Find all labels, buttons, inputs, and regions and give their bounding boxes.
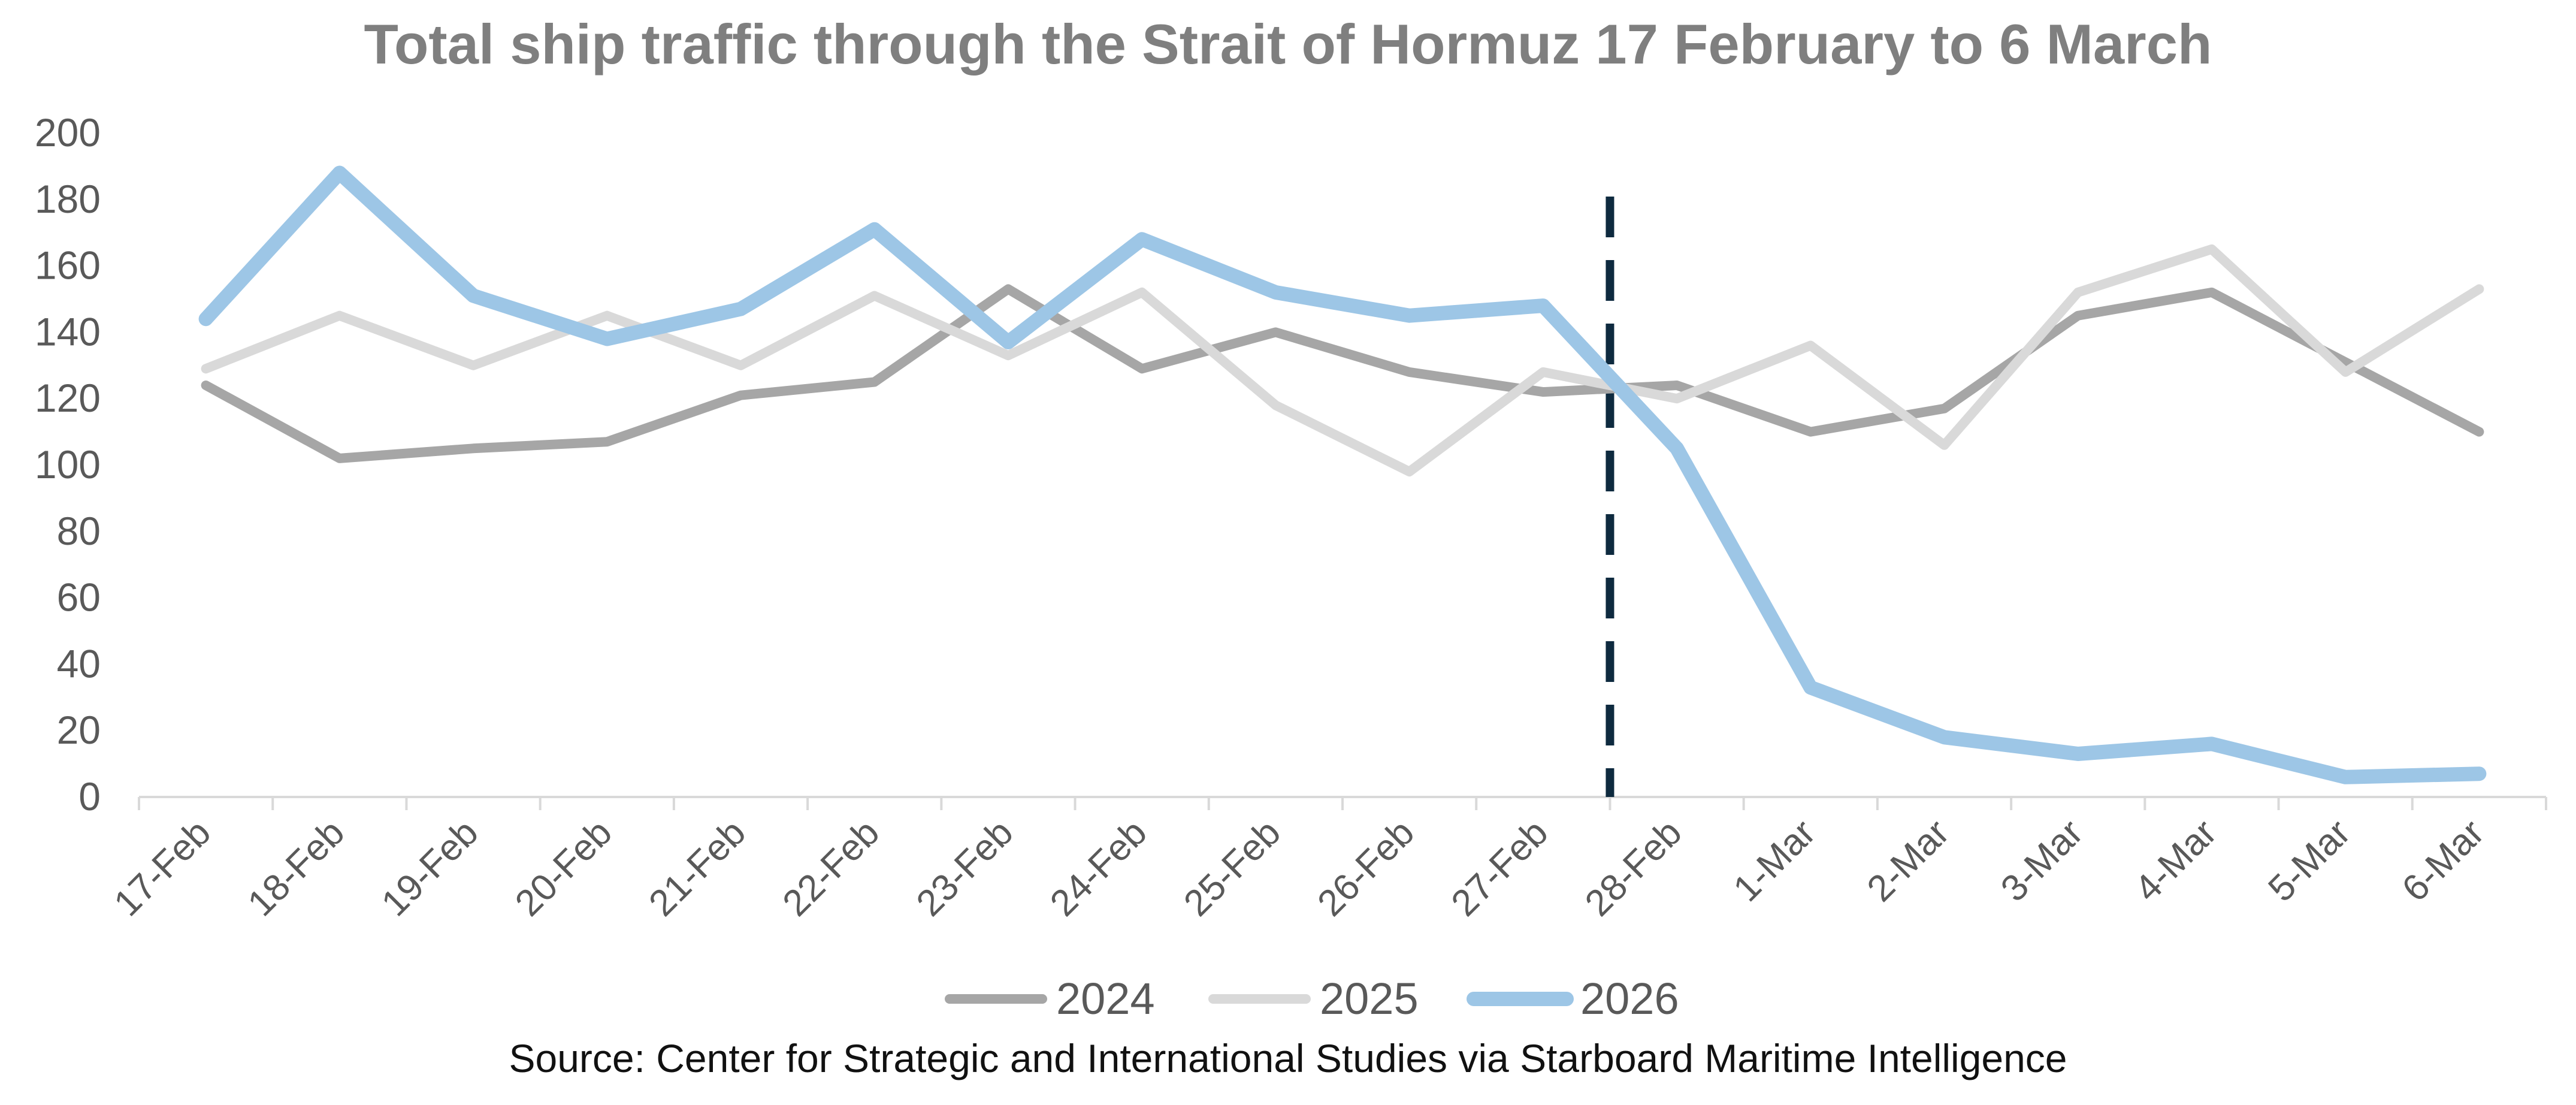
legend-label-2024: 2024 bbox=[1056, 974, 1155, 1024]
x-tick-label: 19-Feb bbox=[374, 812, 486, 925]
series-line-2024 bbox=[201, 284, 2484, 463]
series-lines bbox=[198, 165, 2487, 784]
x-tick-label: 1-Mar bbox=[1725, 812, 1823, 910]
x-tick-label: 25-Feb bbox=[1176, 812, 1289, 925]
y-tick-label: 80 bbox=[57, 509, 101, 553]
x-tick-label: 18-Feb bbox=[240, 812, 353, 925]
chart-source: Source: Center for Strategic and Interna… bbox=[509, 1036, 2067, 1080]
x-tick-label: 5-Mar bbox=[2260, 812, 2358, 910]
x-tick-label: 22-Feb bbox=[775, 812, 887, 925]
x-tick-label: 17-Feb bbox=[106, 812, 219, 925]
legend: 2024 2025 2026 bbox=[945, 974, 1679, 1024]
x-tick-label: 28-Feb bbox=[1577, 812, 1690, 925]
x-tick-label: 6-Mar bbox=[2394, 812, 2492, 910]
y-tick-label: 160 bbox=[35, 243, 101, 288]
y-tick-label: 60 bbox=[57, 575, 101, 620]
y-tick-label: 20 bbox=[57, 708, 101, 752]
x-tick-label: 27-Feb bbox=[1444, 812, 1556, 925]
y-tick-label: 180 bbox=[35, 177, 101, 221]
x-tick-label: 24-Feb bbox=[1042, 812, 1155, 925]
y-tick-label: 120 bbox=[35, 376, 101, 420]
y-tick-label: 0 bbox=[78, 774, 101, 819]
x-tick-label: 4-Mar bbox=[2127, 812, 2224, 910]
legend-label-2025: 2025 bbox=[1320, 974, 1419, 1024]
x-tick-label: 3-Mar bbox=[1993, 812, 2091, 910]
x-tick-label: 26-Feb bbox=[1310, 812, 1422, 925]
x-tick-label: 23-Feb bbox=[909, 812, 1021, 925]
y-tick-label: 140 bbox=[35, 309, 101, 354]
x-tick-label: 20-Feb bbox=[507, 812, 620, 925]
series-line-2026 bbox=[198, 165, 2487, 784]
y-tick-label: 100 bbox=[35, 442, 101, 487]
y-axis: 0 20 40 60 80 100 120 140 160 180 200 bbox=[35, 110, 101, 819]
y-tick-label: 200 bbox=[35, 110, 101, 155]
x-axis: 17-Feb 18-Feb 19-Feb 20-Feb 21-Feb 22-Feb 23-F… bbox=[106, 796, 2547, 925]
x-tick-label: 2-Mar bbox=[1860, 812, 1957, 910]
legend-label-2026: 2026 bbox=[1580, 974, 1679, 1024]
y-tick-label: 40 bbox=[57, 641, 101, 686]
chart-title: Total ship traffic through the Strait of… bbox=[364, 13, 2212, 76]
x-tick-label: 21-Feb bbox=[641, 812, 754, 925]
series-line-2025 bbox=[201, 244, 2484, 477]
